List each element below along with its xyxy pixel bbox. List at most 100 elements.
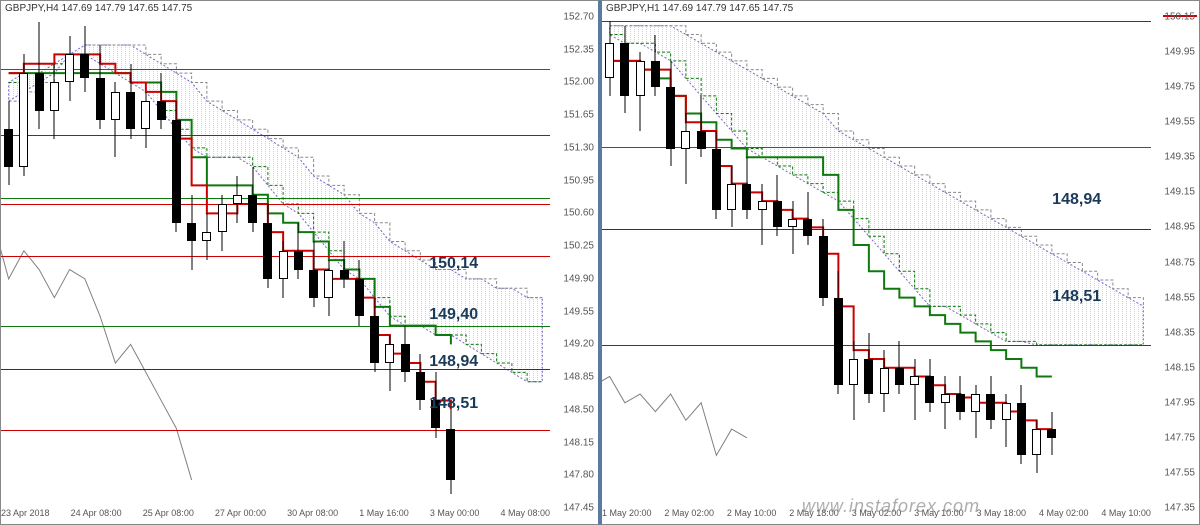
y-tick: 148.95 bbox=[1164, 222, 1195, 233]
y-tick: 148.15 bbox=[1164, 362, 1195, 373]
candle bbox=[19, 17, 28, 508]
price-annotation: 149,40 bbox=[429, 306, 478, 324]
watermark-text: www.instaforex.com bbox=[802, 496, 980, 517]
candle bbox=[96, 17, 105, 508]
candle bbox=[1032, 17, 1041, 508]
candle bbox=[111, 17, 120, 508]
candle bbox=[956, 17, 965, 508]
candle bbox=[773, 17, 782, 508]
y-axis-h4: 152.70152.35152.00151.65151.30150.95150.… bbox=[550, 17, 598, 508]
candle bbox=[340, 17, 349, 508]
candle bbox=[605, 17, 614, 508]
candle bbox=[309, 17, 318, 508]
y-tick: 149.95 bbox=[1164, 47, 1195, 58]
candle bbox=[910, 17, 919, 508]
candle bbox=[636, 17, 645, 508]
chart-area-h1[interactable]: 150.13149.41148.94148.28147.75148,94148,… bbox=[602, 17, 1151, 508]
candle bbox=[712, 17, 721, 508]
candle bbox=[4, 17, 13, 508]
y-tick: 147.80 bbox=[563, 470, 594, 481]
x-tick: 4 May 08:00 bbox=[500, 508, 550, 524]
y-tick: 148.55 bbox=[1164, 292, 1195, 303]
x-tick: 23 Apr 2018 bbox=[1, 508, 50, 524]
x-tick: 27 Apr 00:00 bbox=[215, 508, 266, 524]
y-tick: 151.30 bbox=[563, 142, 594, 153]
candle bbox=[742, 17, 751, 508]
y-axis-h1: 150.15149.95149.75149.55149.35149.15148.… bbox=[1151, 17, 1199, 508]
x-tick: 4 May 10:00 bbox=[1101, 508, 1151, 524]
candle bbox=[788, 17, 797, 508]
y-tick: 152.00 bbox=[563, 77, 594, 88]
candle bbox=[218, 17, 227, 508]
candle bbox=[35, 17, 44, 508]
candle bbox=[880, 17, 889, 508]
y-tick: 151.65 bbox=[563, 110, 594, 121]
y-tick: 149.20 bbox=[563, 339, 594, 350]
candle bbox=[187, 17, 196, 508]
x-tick: 25 Apr 08:00 bbox=[143, 508, 194, 524]
x-tick: 3 May 18:00 bbox=[977, 508, 1027, 524]
candle bbox=[849, 17, 858, 508]
candle bbox=[263, 17, 272, 508]
candle bbox=[925, 17, 934, 508]
price-annotation: 148,51 bbox=[429, 395, 478, 413]
x-tick: 1 May 16:00 bbox=[359, 508, 409, 524]
candle bbox=[834, 17, 843, 508]
candle bbox=[727, 17, 736, 508]
candle bbox=[248, 17, 257, 508]
y-tick: 148.50 bbox=[563, 404, 594, 415]
price-annotation: 148,94 bbox=[1052, 191, 1101, 209]
y-tick: 152.70 bbox=[563, 12, 594, 23]
x-tick: 2 May 02:00 bbox=[664, 508, 714, 524]
candle bbox=[941, 17, 950, 508]
chart-title-h1: GBPJPY,H1 147.69 147.79 147.65 147.75 bbox=[602, 1, 1151, 17]
y-tick: 148.15 bbox=[563, 437, 594, 448]
y-tick: 147.75 bbox=[1164, 432, 1195, 443]
candle bbox=[895, 17, 904, 508]
chart-panel-h4: GBPJPY,H4 147.69 147.79 147.65 147.75 15… bbox=[0, 0, 600, 525]
chart-area-h4[interactable]: 152.14151.44150.77150.70150.14149.40148.… bbox=[1, 17, 550, 508]
y-tick: 150.25 bbox=[563, 241, 594, 252]
x-tick: 4 May 02:00 bbox=[1039, 508, 1089, 524]
candle bbox=[864, 17, 873, 508]
y-tick: 147.95 bbox=[1164, 397, 1195, 408]
x-tick: 3 May 00:00 bbox=[430, 508, 480, 524]
x-axis-h4: 23 Apr 201824 Apr 08:0025 Apr 08:0027 Ap… bbox=[1, 508, 550, 524]
candle bbox=[651, 17, 660, 508]
y-tick: 149.35 bbox=[1164, 152, 1195, 163]
candle bbox=[971, 17, 980, 508]
y-tick: 147.45 bbox=[563, 503, 594, 514]
y-tick: 147.55 bbox=[1164, 467, 1195, 478]
candle bbox=[157, 17, 166, 508]
candle bbox=[666, 17, 675, 508]
y-tick: 149.55 bbox=[563, 306, 594, 317]
candle bbox=[324, 17, 333, 508]
candle bbox=[803, 17, 812, 508]
y-tick: 148.35 bbox=[1164, 327, 1195, 338]
candle bbox=[294, 17, 303, 508]
candle bbox=[370, 17, 379, 508]
candle bbox=[819, 17, 828, 508]
candle bbox=[126, 17, 135, 508]
price-annotation: 148,94 bbox=[429, 353, 478, 371]
y-tick: 150.95 bbox=[563, 175, 594, 186]
candle bbox=[620, 17, 629, 508]
y-tick: 148.85 bbox=[563, 372, 594, 383]
y-tick: 149.75 bbox=[1164, 82, 1195, 93]
candle bbox=[416, 17, 425, 508]
y-tick: 149.90 bbox=[563, 273, 594, 284]
candle bbox=[141, 17, 150, 508]
candle bbox=[1002, 17, 1011, 508]
candle bbox=[202, 17, 211, 508]
price-annotation: 150,14 bbox=[429, 255, 478, 273]
candle bbox=[65, 17, 74, 508]
candle bbox=[80, 17, 89, 508]
y-tick: 150.15 bbox=[1164, 12, 1195, 23]
candle bbox=[401, 17, 410, 508]
x-tick: 2 May 10:00 bbox=[727, 508, 777, 524]
candle bbox=[233, 17, 242, 508]
chart-panel-h1: GBPJPY,H1 147.69 147.79 147.65 147.75 15… bbox=[600, 0, 1200, 525]
candle bbox=[172, 17, 181, 508]
candle bbox=[986, 17, 995, 508]
y-tick: 148.75 bbox=[1164, 257, 1195, 268]
